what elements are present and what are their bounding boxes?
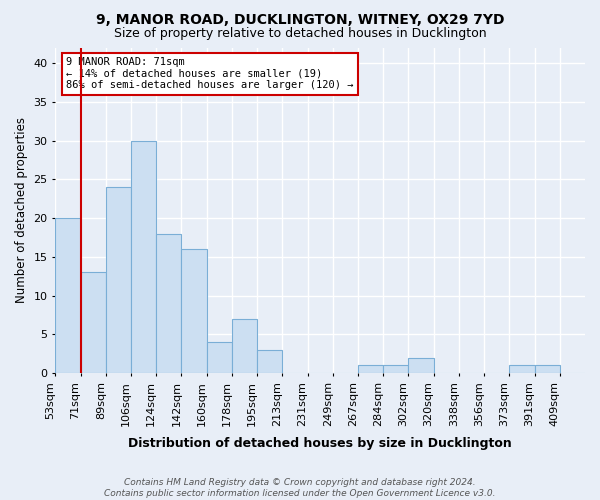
Bar — [131, 140, 156, 373]
Text: 9, MANOR ROAD, DUCKLINGTON, WITNEY, OX29 7YD: 9, MANOR ROAD, DUCKLINGTON, WITNEY, OX29… — [96, 12, 504, 26]
Text: 9 MANOR ROAD: 71sqm
← 14% of detached houses are smaller (19)
86% of semi-detach: 9 MANOR ROAD: 71sqm ← 14% of detached ho… — [66, 58, 353, 90]
Bar — [55, 218, 80, 373]
Bar — [409, 358, 434, 373]
Bar — [181, 249, 206, 373]
X-axis label: Distribution of detached houses by size in Ducklington: Distribution of detached houses by size … — [128, 437, 512, 450]
Bar — [232, 319, 257, 373]
Text: Size of property relative to detached houses in Ducklington: Size of property relative to detached ho… — [113, 28, 487, 40]
Bar — [509, 366, 535, 373]
Bar — [106, 187, 131, 373]
Y-axis label: Number of detached properties: Number of detached properties — [15, 118, 28, 304]
Bar — [80, 272, 106, 373]
Text: Contains HM Land Registry data © Crown copyright and database right 2024.
Contai: Contains HM Land Registry data © Crown c… — [104, 478, 496, 498]
Bar — [257, 350, 283, 373]
Bar — [156, 234, 181, 373]
Bar — [206, 342, 232, 373]
Bar — [383, 366, 409, 373]
Bar — [358, 366, 383, 373]
Bar — [535, 366, 560, 373]
